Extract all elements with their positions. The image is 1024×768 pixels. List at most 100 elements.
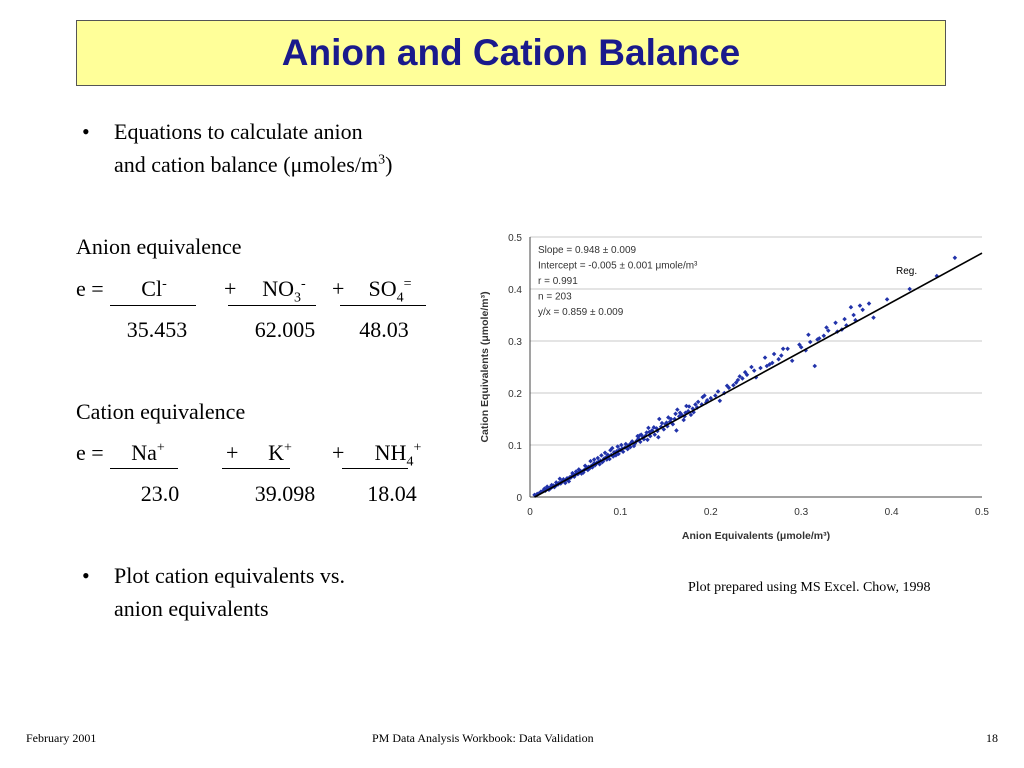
x-axis-label: Anion Equivalents (μmole/m³) bbox=[682, 530, 830, 542]
bullet-2-line-2: anion equivalents bbox=[114, 596, 269, 621]
bullet-2-line-1: Plot cation equivalents vs. bbox=[114, 563, 345, 588]
data-point bbox=[646, 425, 651, 431]
data-point bbox=[780, 346, 786, 352]
data-point bbox=[860, 307, 865, 313]
data-point bbox=[907, 286, 912, 292]
data-point bbox=[826, 328, 831, 333]
data-point bbox=[661, 427, 667, 432]
anion-denominator-1: 35.453 bbox=[126, 317, 188, 342]
data-point bbox=[599, 453, 604, 458]
data-point bbox=[645, 437, 650, 443]
data-point bbox=[693, 402, 698, 407]
data-point bbox=[797, 342, 802, 347]
data-point bbox=[812, 363, 818, 369]
data-point bbox=[857, 303, 863, 308]
regression-line bbox=[534, 252, 983, 498]
cation-denominator-1: 23.0 bbox=[140, 481, 180, 506]
tick-labels: 0 0.1 0.2 0.3 0.4 0.5 0 0.1 0.2 0.3 0.4 0.5 bbox=[508, 233, 989, 518]
data-point bbox=[656, 434, 661, 440]
anion-denominator-3: 48.03 bbox=[359, 317, 409, 342]
cation-term-nh4: NH4+ bbox=[374, 440, 422, 470]
data-point bbox=[588, 458, 593, 464]
y-tick-label: 0.1 bbox=[508, 441, 522, 452]
footer-page-number: 18 bbox=[986, 731, 998, 745]
y-tick-label: 0.5 bbox=[508, 233, 522, 244]
cation-plus-1: + bbox=[226, 440, 239, 465]
anion-denominator-2: 62.005 bbox=[254, 317, 316, 342]
anion-heading: Anion equivalence bbox=[76, 234, 242, 259]
data-point bbox=[762, 355, 768, 360]
footer-date: February 2001 bbox=[26, 731, 97, 745]
regression-stats: Slope = 0.948 ± 0.009 Intercept = -0.005 … bbox=[538, 245, 698, 318]
anion-fraction-bar-2 bbox=[228, 305, 316, 306]
data-point bbox=[688, 412, 694, 418]
data-point bbox=[713, 393, 718, 398]
stats-line: r = 0.991 bbox=[538, 276, 578, 287]
data-point bbox=[608, 447, 613, 453]
x-tick-label: 0.4 bbox=[885, 507, 899, 518]
data-point bbox=[833, 320, 838, 326]
bullet-marker: • bbox=[82, 563, 90, 588]
data-point bbox=[821, 333, 827, 339]
data-point bbox=[666, 415, 671, 420]
data-point bbox=[717, 398, 723, 404]
data-point bbox=[824, 325, 829, 330]
data-point bbox=[771, 351, 777, 357]
x-tick-label: 0.2 bbox=[704, 507, 718, 518]
stats-line: Slope = 0.948 ± 0.009 bbox=[538, 245, 637, 256]
cation-term-na: Na+ bbox=[131, 440, 165, 465]
anion-plus-1: + bbox=[224, 276, 237, 301]
y-tick-label: 0.4 bbox=[508, 285, 522, 296]
data-point bbox=[566, 479, 572, 484]
data-point bbox=[740, 376, 745, 381]
data-point bbox=[708, 395, 714, 401]
data-point bbox=[659, 420, 665, 426]
anion-term-cl: Cl- bbox=[141, 276, 167, 301]
anion-term-so4: SO4= bbox=[368, 276, 412, 306]
data-point bbox=[789, 358, 795, 364]
bullet-1-line-1: Equations to calculate anion bbox=[114, 119, 363, 144]
anion-fraction-bar-1 bbox=[110, 305, 196, 306]
title-banner: Anion and Cation Balance bbox=[76, 20, 946, 86]
cation-denominator-3: 18.04 bbox=[367, 481, 417, 506]
data-point bbox=[675, 407, 680, 412]
data-point bbox=[785, 346, 790, 352]
data-point bbox=[779, 353, 784, 358]
cation-heading: Cation equivalence bbox=[76, 399, 246, 424]
data-point bbox=[776, 356, 781, 362]
footer-title: PM Data Analysis Workbook: Data Validati… bbox=[372, 731, 594, 745]
data-point bbox=[602, 450, 608, 456]
data-point bbox=[884, 297, 890, 302]
data-point bbox=[758, 365, 763, 371]
regression-label: Reg. bbox=[896, 266, 917, 277]
data-point bbox=[553, 480, 559, 485]
y-tick-label: 0.2 bbox=[508, 389, 522, 400]
cation-fraction-bar-2 bbox=[222, 468, 290, 469]
scatter-chart: 0 0.1 0.2 0.3 0.4 0.5 0 0.1 0.2 0.3 0.4 0.5 Reg. Sl… bbox=[479, 233, 989, 542]
x-tick-label: 0.3 bbox=[794, 507, 808, 518]
grid-layer bbox=[530, 236, 982, 446]
cation-fraction-bar-1 bbox=[110, 468, 178, 469]
data-point bbox=[751, 368, 757, 373]
data-point bbox=[573, 469, 579, 474]
data-point bbox=[866, 301, 872, 306]
bullet-1-line-2: and cation balance (μmoles/m3) bbox=[114, 152, 393, 177]
x-tick-label: 0.5 bbox=[975, 507, 989, 518]
data-point bbox=[952, 255, 958, 261]
stats-line: y/x = 0.859 ± 0.009 bbox=[538, 307, 624, 318]
data-point bbox=[848, 304, 854, 310]
y-tick-label: 0.3 bbox=[508, 337, 522, 348]
mu-symbol: μ bbox=[290, 152, 303, 177]
data-point bbox=[807, 339, 813, 345]
anion-fraction-bar-3 bbox=[340, 305, 426, 306]
anion-e-label: e = bbox=[76, 276, 104, 301]
data-point bbox=[657, 416, 662, 422]
cation-term-k: K+ bbox=[268, 440, 292, 465]
cation-fraction-bar-3 bbox=[342, 468, 408, 469]
data-point bbox=[674, 428, 679, 433]
data-point bbox=[871, 315, 876, 320]
anion-term-no3: NO3- bbox=[262, 276, 306, 306]
chart-caption: Plot prepared using MS Excel. Chow, 1998 bbox=[688, 580, 931, 595]
stats-line: Intercept = -0.005 ± 0.001 μmole/m³ bbox=[538, 261, 698, 272]
data-point bbox=[681, 417, 686, 423]
